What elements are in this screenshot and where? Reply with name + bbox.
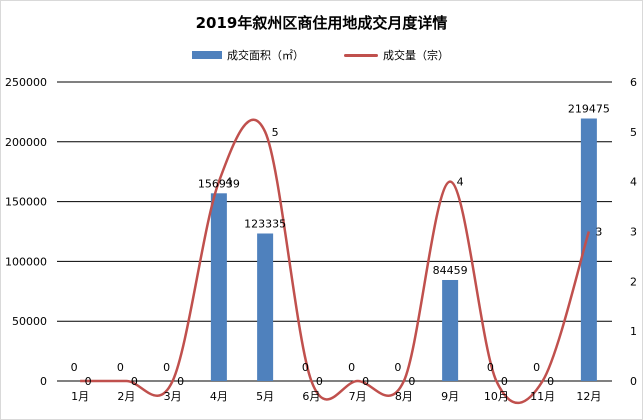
- y-left-tick-label: 250000: [5, 76, 47, 89]
- x-tick-label: 3月: [164, 390, 182, 403]
- y-left-tick-label: 150000: [5, 196, 47, 209]
- line-series: [80, 118, 591, 405]
- x-tick-label: 9月: [441, 390, 459, 403]
- bar-data-label: 123335: [244, 217, 286, 230]
- bar-data-label: 0: [533, 361, 540, 374]
- x-tick-label: 11月: [530, 390, 555, 403]
- line-data-label: 4: [457, 176, 464, 189]
- bar: [442, 279, 459, 381]
- legend-item-count: 成交量（宗）: [344, 47, 449, 63]
- bar-data-label: 0: [348, 361, 355, 374]
- x-tick-label: 12月: [576, 390, 601, 403]
- bar-data-label: 0: [302, 361, 309, 374]
- line-data-label: 0: [316, 375, 323, 388]
- line-data-label: 0: [408, 375, 415, 388]
- x-tick-label: 8月: [395, 390, 413, 403]
- x-tick-label: 10月: [484, 390, 509, 403]
- bar-data-label: 219475: [568, 103, 610, 116]
- bar-data-label: 156939: [198, 177, 240, 190]
- bar-data-label: 84459: [433, 264, 468, 277]
- y-right-tick-label: 4: [630, 176, 637, 189]
- x-tick-label: 5月: [256, 390, 274, 403]
- line-data-label: 3: [595, 226, 602, 239]
- bar: [257, 233, 274, 381]
- legend-item-area: 成交面积（㎡）: [192, 47, 304, 63]
- legend-swatch-line: [344, 53, 378, 57]
- y-right-tick-label: 5: [630, 126, 637, 139]
- line-data-label: 0: [177, 375, 184, 388]
- legend-swatch-bar: [192, 51, 222, 59]
- bar-data-label: 0: [117, 361, 124, 374]
- x-tick-label: 2月: [117, 390, 135, 403]
- line-data-label: 0: [362, 375, 369, 388]
- y-right-tick-label: 0: [630, 375, 637, 388]
- bar-data-label: 0: [163, 361, 170, 374]
- line-data-label: 0: [501, 375, 508, 388]
- x-tick-label: 1月: [71, 390, 89, 403]
- y-right-tick-label: 1: [630, 325, 637, 338]
- line-data-label: 0: [547, 375, 554, 388]
- y-right-tick-label: 2: [630, 275, 637, 288]
- chart-title: 2019年叙州区商住用地成交月度详情: [195, 14, 448, 32]
- line-data-label: 4: [225, 176, 232, 189]
- bar-data-label: 0: [394, 361, 401, 374]
- line-data-label: 5: [272, 126, 279, 139]
- y-right-tick-label: 6: [630, 76, 637, 89]
- line-data-label: 0: [85, 375, 92, 388]
- x-tick-label: 6月: [302, 390, 320, 403]
- bar: [580, 118, 597, 381]
- bar-data-label: 0: [487, 361, 494, 374]
- x-tick-label: 4月: [210, 390, 228, 403]
- legend-label-area: 成交面积（㎡）: [227, 49, 304, 62]
- x-tick-label: 7月: [349, 390, 367, 403]
- y-left-tick-label: 100000: [5, 255, 47, 268]
- legend-label-count: 成交量（宗）: [383, 49, 449, 62]
- bar: [210, 193, 227, 381]
- y-right-tick-label: 3: [630, 226, 637, 239]
- bar-data-label: 0: [71, 361, 78, 374]
- y-left-tick-label: 50000: [12, 315, 47, 328]
- y-left-tick-label: 0: [40, 375, 47, 388]
- y-left-tick-label: 200000: [5, 136, 47, 149]
- line-data-label: 0: [131, 375, 138, 388]
